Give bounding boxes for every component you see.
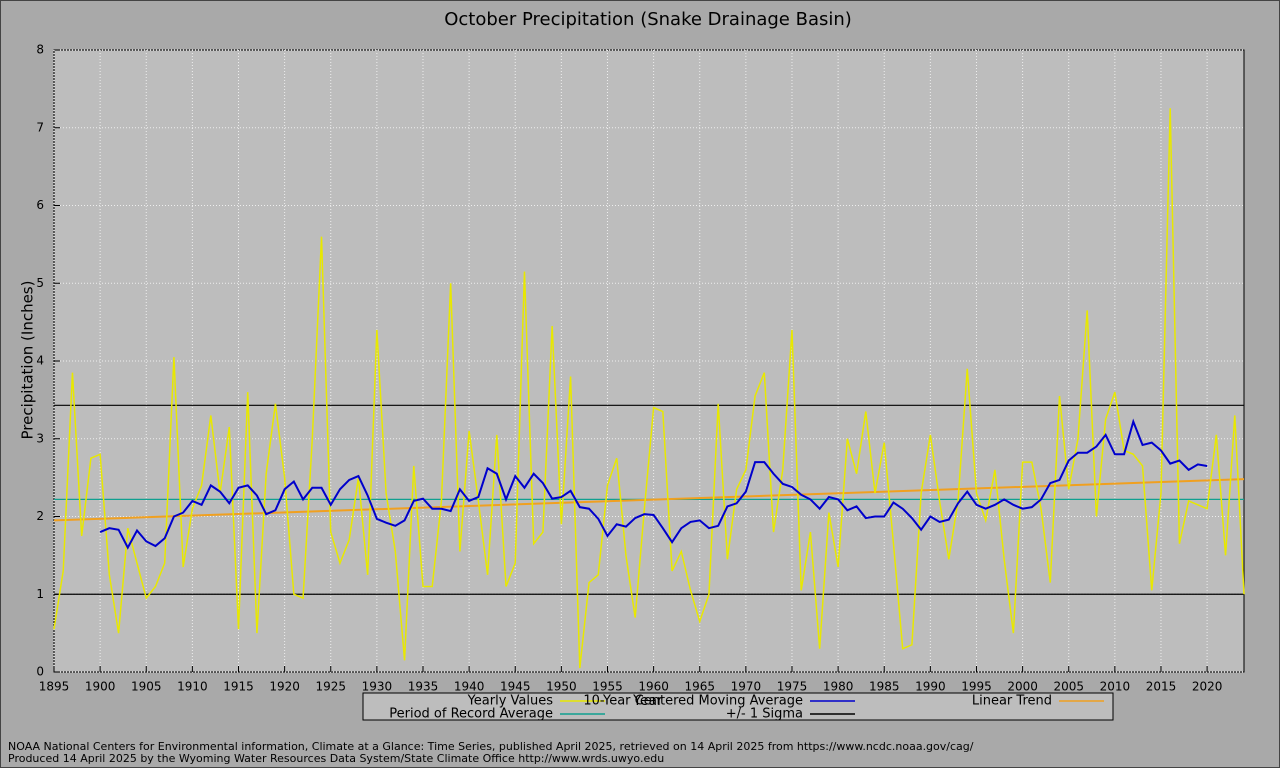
- x-tick-label: 1935: [408, 680, 439, 694]
- x-tick-label: 1910: [177, 680, 208, 694]
- x-tick-label: 2010: [1100, 680, 1131, 694]
- y-tick-label: 3: [36, 431, 44, 445]
- x-tick-label: 1895: [39, 680, 70, 694]
- x-tick-label: 1990: [915, 680, 946, 694]
- x-tick-label: 1970: [731, 680, 762, 694]
- x-tick-label: 1925: [315, 680, 346, 694]
- x-tick-label: 2005: [1053, 680, 1084, 694]
- x-tick-label: 1955: [592, 680, 623, 694]
- x-tick-label: 2020: [1192, 680, 1223, 694]
- x-tick-label: 2000: [1007, 680, 1038, 694]
- series-line: [99, 418, 1208, 550]
- legend-label: Yearly Values: [467, 694, 554, 709]
- x-axis-label: Year: [632, 693, 663, 709]
- legend: [362, 692, 1114, 721]
- y-tick-label: 6: [36, 198, 44, 212]
- y-tick-label: 2: [36, 509, 44, 523]
- x-tick-label: 1930: [362, 680, 393, 694]
- x-tick-label: 1905: [131, 680, 162, 694]
- x-tick-label: 1900: [85, 680, 116, 694]
- legend-label: Period of Record Average: [389, 707, 553, 722]
- legend-label: +/- 1 Sigma: [726, 707, 803, 722]
- x-tick-label: 2015: [1146, 680, 1177, 694]
- x-tick-label: 1980: [823, 680, 854, 694]
- series-line: [53, 108, 1245, 669]
- legend-label: 10-Year Centered Moving Average: [583, 694, 803, 709]
- y-tick-label: 8: [36, 43, 44, 57]
- legend-label: Linear Trend: [972, 694, 1052, 709]
- x-tick-label: 1950: [546, 680, 577, 694]
- y-tick-label: 7: [36, 120, 44, 134]
- x-tick-label: 1915: [223, 680, 254, 694]
- x-tick-label: 1975: [777, 680, 808, 694]
- chart-title: October Precipitation (Snake Drainage Ba…: [444, 9, 852, 30]
- x-tick-label: 1945: [500, 680, 531, 694]
- y-tick-label: 5: [36, 276, 44, 290]
- footer: Produced 14 April 2025 by the Wyoming Wa…: [8, 752, 664, 765]
- y-tick-label: 0: [36, 665, 44, 679]
- x-tick-label: 1985: [869, 680, 900, 694]
- x-tick-label: 1960: [638, 680, 669, 694]
- y-tick-label: 4: [36, 354, 44, 368]
- x-tick-label: 1995: [961, 680, 992, 694]
- x-tick-label: 1920: [269, 680, 300, 694]
- x-tick-label: 1940: [454, 680, 485, 694]
- footer: NOAA National Centers for Environmental …: [8, 740, 974, 753]
- y-axis-label: Precipitation (Inches): [19, 281, 37, 440]
- x-tick-label: 1965: [684, 680, 715, 694]
- y-tick-label: 1: [36, 587, 44, 601]
